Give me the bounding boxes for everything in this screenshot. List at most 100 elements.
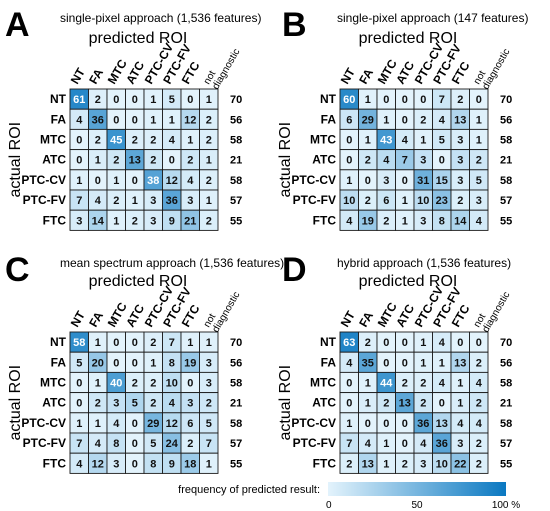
cell-value: 3 (457, 175, 463, 187)
cell-value: 3 (206, 378, 212, 390)
cell-value: 0 (402, 357, 408, 369)
row-label: FTC (313, 213, 337, 227)
cell-value: 1 (383, 438, 389, 450)
cell-value: 4 (439, 378, 446, 390)
row-total: 57 (230, 438, 242, 450)
cell-value: 2 (132, 135, 138, 147)
cell-value: 14 (92, 215, 105, 227)
cell-value: 1 (132, 195, 138, 207)
row-label: ATC (42, 396, 66, 410)
cell-value: 0 (113, 94, 119, 106)
cell-value: 2 (206, 175, 212, 187)
y-axis-title: actual ROI (7, 365, 24, 441)
cell-value: 1 (206, 94, 212, 106)
cell-value: 4 (113, 418, 120, 430)
cell-value: 2 (206, 135, 212, 147)
row-label: ATC (312, 153, 336, 167)
cell-value: 2 (476, 438, 482, 450)
cell-value: 8 (439, 215, 445, 227)
cell-value: 3 (383, 175, 389, 187)
cell-value: 23 (436, 195, 448, 207)
cell-value: 0 (169, 155, 175, 167)
row-label: FA (321, 355, 337, 369)
cell-value: 5 (206, 418, 212, 430)
cell-value: 29 (147, 418, 159, 430)
cell-value: 2 (476, 155, 482, 167)
column-label: notdiagnostic (202, 42, 243, 91)
column-label: FA (86, 309, 106, 330)
cell-value: 2 (365, 155, 371, 167)
row-label: FA (51, 112, 67, 126)
cell-value: 12 (166, 418, 178, 430)
legend: frequency of predicted result: 0 50 100 % (178, 482, 520, 511)
panel-subtitle: single-pixel approach (1,536 features) (60, 11, 261, 25)
cell-value: 0 (346, 398, 352, 410)
row-total: 58 (500, 135, 512, 147)
cell-value: 10 (436, 458, 448, 470)
cell-value: 4 (95, 195, 102, 207)
cell-value: 43 (380, 135, 392, 147)
cell-value: 0 (76, 378, 82, 390)
cell-value: 14 (454, 215, 467, 227)
cell-value: 0 (346, 378, 352, 390)
row-total: 56 (230, 114, 242, 126)
cell-value: 6 (383, 195, 389, 207)
cell-value: 0 (439, 398, 445, 410)
cell-value: 3 (187, 195, 193, 207)
cell-value: 6 (187, 418, 193, 430)
cell-value: 0 (132, 94, 138, 106)
cell-value: 3 (420, 215, 426, 227)
row-label: MTC (40, 376, 66, 390)
cell-value: 2 (150, 337, 156, 349)
row-total: 21 (230, 155, 242, 167)
row-label: PTC-CV (291, 173, 336, 187)
cell-value: 2 (383, 398, 389, 410)
cell-value: 5 (439, 135, 445, 147)
column-label: notdiagnostic (202, 285, 243, 334)
cell-value: 4 (76, 114, 83, 126)
cell-value: 4 (169, 398, 176, 410)
row-label: MTC (310, 376, 336, 390)
cell-value: 0 (476, 94, 482, 106)
cell-value: 4 (346, 215, 353, 227)
cell-value: 2 (95, 94, 101, 106)
cell-value: 2 (150, 398, 156, 410)
cell-value: 2 (365, 337, 371, 349)
cell-value: 1 (365, 378, 371, 390)
x-axis-title: predicted ROI (359, 30, 458, 47)
cell-value: 1 (113, 175, 119, 187)
column-label: FA (356, 309, 376, 330)
cell-value: 0 (420, 94, 426, 106)
cell-value: 3 (113, 398, 119, 410)
cell-value: 2 (95, 398, 101, 410)
cell-value: 63 (343, 337, 355, 349)
row-label: PTC-FV (23, 436, 66, 450)
cell-value: 0 (132, 438, 138, 450)
cell-value: 1 (95, 418, 101, 430)
cell-value: 2 (365, 195, 371, 207)
row-total: 21 (500, 398, 512, 410)
cell-value: 0 (76, 398, 82, 410)
cell-value: 4 (383, 155, 390, 167)
cell-value: 0 (402, 94, 408, 106)
row-total: 58 (500, 418, 512, 430)
cell-value: 1 (150, 114, 156, 126)
cell-value: 5 (76, 357, 82, 369)
cell-value: 0 (113, 114, 119, 126)
row-total: 55 (500, 458, 512, 470)
cell-value: 1 (420, 337, 426, 349)
cell-value: 3 (457, 155, 463, 167)
cell-value: 1 (95, 155, 101, 167)
cell-value: 8 (169, 357, 175, 369)
cell-value: 0 (383, 357, 389, 369)
cell-value: 2 (457, 94, 463, 106)
cell-value: 2 (420, 114, 426, 126)
cell-value: 19 (184, 357, 196, 369)
panel-subtitle: hybrid approach (1,536 features) (337, 256, 511, 270)
cell-value: 2 (113, 195, 119, 207)
cell-value: 1 (76, 418, 82, 430)
cell-value: 2 (206, 215, 212, 227)
cell-value: 40 (110, 378, 122, 390)
